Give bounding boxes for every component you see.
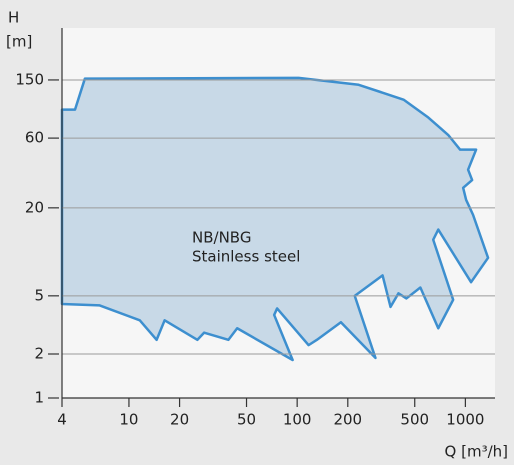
y-tick-label: 150 — [15, 70, 44, 88]
y-axis-label: H — [8, 9, 19, 27]
y-tick-label: 60 — [25, 129, 44, 147]
x-tick-label: 1000 — [446, 411, 484, 429]
x-tick-label: 10 — [119, 411, 138, 429]
y-tick-label: 20 — [25, 198, 44, 216]
area — [60, 76, 490, 362]
annotation: NB/NBG — [192, 229, 251, 247]
x-tick-label: 4 — [57, 411, 67, 429]
y-axis-label: [m] — [6, 33, 32, 51]
x-tick-label: 20 — [170, 411, 189, 429]
x-tick-label: 50 — [237, 411, 256, 429]
x-tick-label: 500 — [400, 411, 429, 429]
y-tick-label: 1 — [34, 389, 44, 407]
x-tick-label: 200 — [333, 411, 362, 429]
x-axis-label: Q [m³/h] — [445, 443, 508, 461]
y-tick-label: 5 — [34, 286, 44, 304]
x-tick-label: 100 — [283, 411, 312, 429]
annotation: Stainless steel — [192, 248, 300, 266]
y-tick-label: 2 — [34, 345, 44, 363]
